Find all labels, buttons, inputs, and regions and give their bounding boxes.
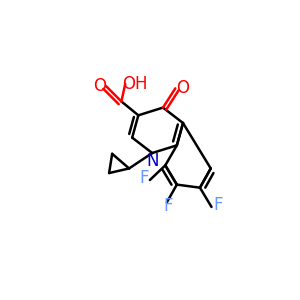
Text: O: O (176, 80, 190, 98)
Text: N: N (146, 152, 158, 170)
Text: F: F (213, 196, 222, 214)
Text: O: O (93, 77, 106, 95)
Text: F: F (164, 197, 173, 215)
Text: F: F (139, 169, 148, 188)
Text: OH: OH (122, 75, 148, 93)
